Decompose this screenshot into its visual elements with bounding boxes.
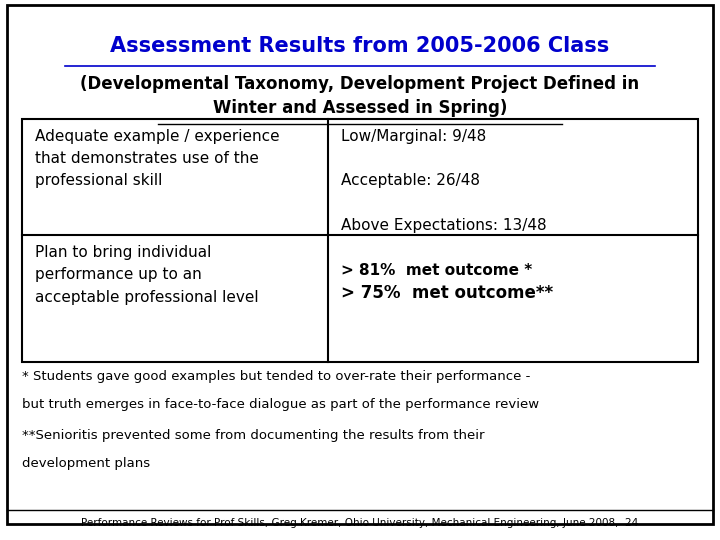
Text: but truth emerges in face-to-face dialogue as part of the performance review: but truth emerges in face-to-face dialog… — [22, 398, 539, 411]
Text: development plans: development plans — [22, 457, 150, 470]
Text: > 81%  met outcome *: > 81% met outcome * — [341, 263, 532, 278]
Text: Winter and Assessed in Spring): Winter and Assessed in Spring) — [213, 99, 507, 117]
Text: Assessment Results from 2005-2006 Class: Assessment Results from 2005-2006 Class — [110, 36, 610, 56]
Text: * Students gave good examples but tended to over-rate their performance -: * Students gave good examples but tended… — [22, 370, 530, 383]
Text: > 75%  met outcome**: > 75% met outcome** — [341, 284, 553, 302]
Bar — [22, 119, 698, 362]
Text: Low/Marginal: 9/48: Low/Marginal: 9/48 — [341, 129, 486, 144]
Text: Acceptable: 26/48: Acceptable: 26/48 — [341, 173, 480, 188]
Text: Performance Reviews for Prof Skills, Greg Kremer, Ohio University, Mechanical En: Performance Reviews for Prof Skills, Gre… — [81, 518, 639, 528]
Text: Plan to bring individual
performance up to an
acceptable professional level: Plan to bring individual performance up … — [35, 245, 258, 305]
Text: Above Expectations: 13/48: Above Expectations: 13/48 — [341, 218, 546, 233]
Text: **Senioritis prevented some from documenting the results from their: **Senioritis prevented some from documen… — [22, 429, 484, 442]
Text: (Developmental Taxonomy, Development Project Defined in: (Developmental Taxonomy, Development Pro… — [81, 75, 639, 93]
Text: Adequate example / experience
that demonstrates use of the
professional skill: Adequate example / experience that demon… — [35, 129, 279, 188]
